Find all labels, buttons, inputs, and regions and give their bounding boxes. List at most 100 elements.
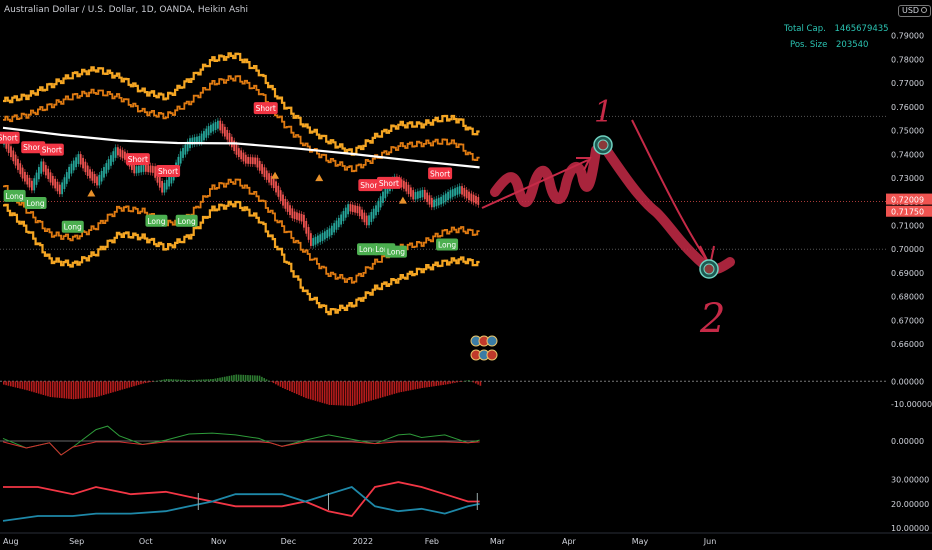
price-label-1: 0.71750	[891, 208, 924, 217]
macd-bar	[402, 381, 405, 392]
candle-body	[163, 182, 166, 193]
macd-bar	[49, 381, 52, 397]
macd-bar	[175, 379, 177, 382]
candle-body	[121, 150, 124, 159]
candle-body	[223, 126, 226, 137]
candle-body	[19, 163, 22, 175]
macd-bar	[198, 379, 200, 382]
candle-body	[77, 154, 80, 164]
signal-label-1: Short	[23, 143, 43, 152]
macd-bar	[40, 381, 42, 395]
candle-body	[110, 155, 112, 166]
candle-body	[463, 187, 466, 197]
macd-bar	[323, 381, 326, 404]
candle-body	[151, 165, 154, 173]
macd-bar	[340, 381, 342, 406]
candle-body	[89, 169, 91, 179]
macd-bar	[363, 381, 365, 403]
symbol-title: Australian Dollar / U.S. Dollar, 1D, OAN…	[4, 5, 249, 15]
annot-number-2: 2	[699, 296, 725, 342]
macd-bar	[358, 381, 361, 404]
candle-body	[263, 167, 266, 178]
candle-body	[107, 159, 110, 170]
candle-body	[303, 214, 305, 228]
macd-bar	[200, 379, 203, 382]
macd-bar	[209, 379, 212, 382]
candle-body	[475, 195, 477, 204]
macd-bar	[12, 381, 14, 387]
x-tick-6: Feb	[425, 537, 439, 546]
x-tick-1: Sep	[69, 537, 84, 546]
y-tick-main-8: 0.71000	[891, 222, 924, 231]
macd-bar	[54, 381, 56, 398]
y-tick-macd-0: 0.00000	[891, 377, 924, 386]
macd-bar	[26, 381, 28, 391]
candle-body	[316, 235, 319, 244]
macd-bar	[5, 381, 7, 386]
macd-bar	[435, 381, 438, 386]
candle-body	[289, 205, 291, 216]
candle-body	[251, 157, 254, 165]
candle-body	[284, 198, 287, 209]
currency-selector[interactable]: USD	[898, 5, 932, 17]
candle-body	[323, 231, 326, 240]
macd-bar	[372, 381, 375, 400]
candles-group	[3, 117, 480, 249]
pos-size-label: Pos. Size	[790, 40, 828, 50]
candle-body	[342, 211, 345, 222]
macd-bar	[237, 374, 240, 382]
signal-label-17: Long	[438, 240, 456, 249]
signal-label-10: Long	[26, 199, 44, 208]
macd-bar	[428, 381, 431, 387]
macd-bar	[433, 381, 435, 387]
macd-bar	[361, 381, 363, 404]
macd-bar	[47, 381, 49, 397]
candle-body	[200, 133, 203, 143]
macd-bar	[284, 381, 286, 390]
x-tick-5: 2022	[353, 537, 373, 546]
candle-body	[261, 164, 263, 174]
candle-body	[117, 147, 119, 156]
macd-bar	[163, 379, 166, 382]
candle-body	[456, 187, 459, 195]
candle-body	[205, 128, 208, 138]
candle-body	[33, 178, 36, 191]
macd-bar	[79, 381, 82, 399]
signal-label-7: Short	[379, 179, 399, 188]
candle-body	[44, 165, 47, 176]
candle-body	[154, 166, 157, 178]
macd-bar	[307, 381, 310, 399]
macd-bar	[109, 381, 112, 393]
macd-bar	[16, 381, 19, 388]
macd-bar	[447, 381, 449, 385]
signal-label-14: Long	[359, 245, 377, 254]
macd-bar	[316, 381, 319, 402]
candle-body	[449, 190, 452, 199]
macd-bar	[65, 381, 68, 399]
candle-body	[307, 227, 310, 240]
band-band_inner_upper	[3, 75, 480, 173]
candle-body	[379, 196, 382, 208]
price-label-bg-0	[886, 193, 932, 205]
y-tick-main-6: 0.73000	[891, 174, 924, 183]
candle-body	[340, 214, 343, 225]
y-tick-main-11: 0.68000	[891, 293, 924, 302]
macd-bar	[242, 374, 245, 382]
candle-body	[451, 189, 454, 197]
macd-bar	[463, 381, 465, 382]
signal-label-11: Long	[64, 223, 82, 232]
signal-badge-11	[61, 220, 84, 233]
macd-bar	[298, 381, 300, 396]
candle-body	[37, 167, 40, 180]
macd-bar	[265, 379, 268, 382]
x-tick-9: May	[632, 537, 649, 546]
y-tick-main-12: 0.67000	[891, 316, 924, 325]
macd-bar	[300, 381, 303, 397]
candle-body	[277, 185, 280, 197]
signal-badge-9	[3, 189, 26, 202]
candle-body	[358, 206, 361, 217]
candle-body	[430, 197, 433, 208]
macd-bar	[86, 381, 89, 398]
y-tick-main-0: 0.79000	[891, 32, 924, 41]
